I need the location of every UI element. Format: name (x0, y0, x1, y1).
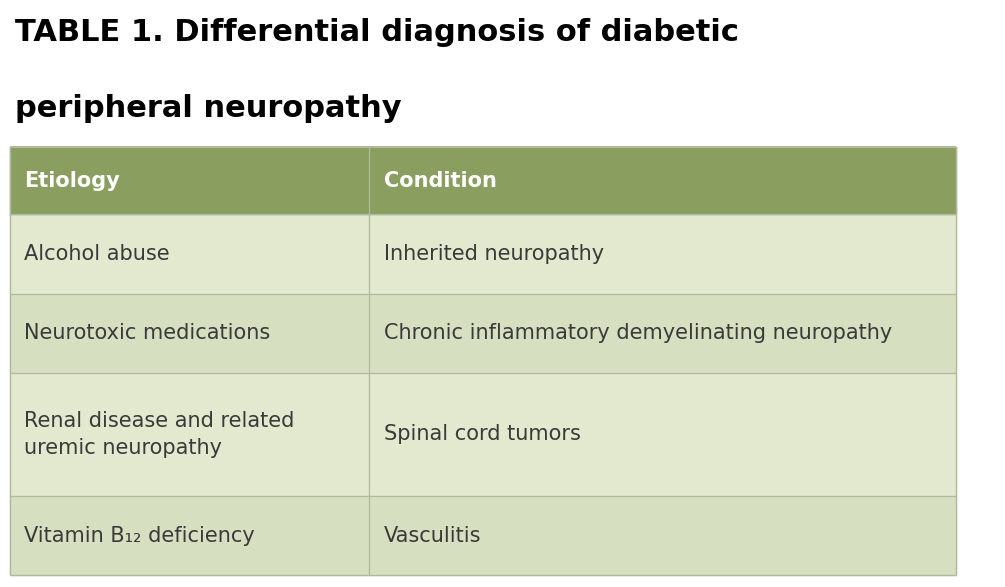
Text: Vasculitis: Vasculitis (384, 525, 481, 545)
Text: TABLE 1. Differential diagnosis of diabetic: TABLE 1. Differential diagnosis of diabe… (15, 18, 739, 46)
Bar (10, 496, 957, 575)
Text: Neurotoxic medications: Neurotoxic medications (24, 323, 270, 343)
Bar (10, 214, 957, 294)
Bar (10, 373, 957, 496)
Text: Condition: Condition (384, 170, 496, 191)
Text: Etiology: Etiology (24, 170, 120, 191)
Text: Spinal cord tumors: Spinal cord tumors (384, 424, 581, 444)
Bar (370, 147, 957, 214)
Text: Inherited neuropathy: Inherited neuropathy (384, 244, 604, 264)
Text: peripheral neuropathy: peripheral neuropathy (15, 94, 402, 123)
Text: Renal disease and related
uremic neuropathy: Renal disease and related uremic neuropa… (24, 411, 294, 458)
Text: Vitamin B₁₂ deficiency: Vitamin B₁₂ deficiency (24, 525, 255, 545)
Text: Alcohol abuse: Alcohol abuse (24, 244, 170, 264)
Bar (10, 294, 957, 373)
Text: Chronic inflammatory demyelinating neuropathy: Chronic inflammatory demyelinating neuro… (384, 323, 892, 343)
Bar (10, 147, 370, 214)
